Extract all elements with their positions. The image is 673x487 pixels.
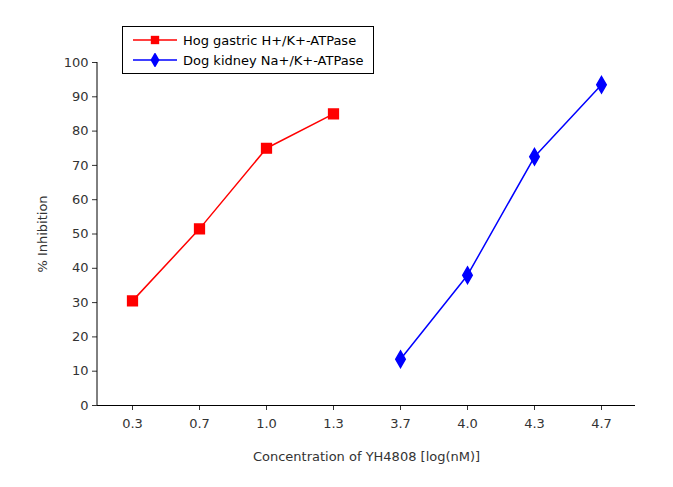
svg-text:100: 100 — [64, 55, 89, 70]
svg-text:40: 40 — [72, 260, 89, 275]
html-text:Dog kidney Na+/K+-ATPase: Dog kidney Na+/K+-ATPase — [183, 52, 364, 68]
svg-text:0.7: 0.7 — [189, 416, 210, 431]
svg-text:3.7: 3.7 — [390, 416, 411, 431]
svg-text:90: 90 — [72, 89, 89, 104]
svg-text:4.0: 4.0 — [457, 416, 478, 431]
svg-text:4.7: 4.7 — [591, 416, 612, 431]
svg-text:Concentration of YH4808 [log(n: Concentration of YH4808 [log(nM)] — [253, 449, 480, 464]
svg-text:20: 20 — [72, 329, 89, 344]
svg-text:1.3: 1.3 — [323, 416, 344, 431]
svg-text:% Inhibition: % Inhibition — [35, 195, 50, 272]
svg-text:50: 50 — [72, 226, 89, 241]
svg-text:0.3: 0.3 — [122, 416, 143, 431]
svg-text:4.3: 4.3 — [524, 416, 545, 431]
svg-text:1.0: 1.0 — [256, 416, 277, 431]
html-text:Hog gastric H+/K+-ATPase: Hog gastric H+/K+-ATPase — [183, 32, 357, 48]
svg-text:0: 0 — [80, 398, 88, 413]
svg-text:70: 70 — [72, 158, 89, 173]
svg-text:60: 60 — [72, 192, 89, 207]
svg-text:10: 10 — [72, 363, 89, 378]
svg-text:30: 30 — [72, 295, 89, 310]
svg-text:80: 80 — [72, 123, 89, 138]
